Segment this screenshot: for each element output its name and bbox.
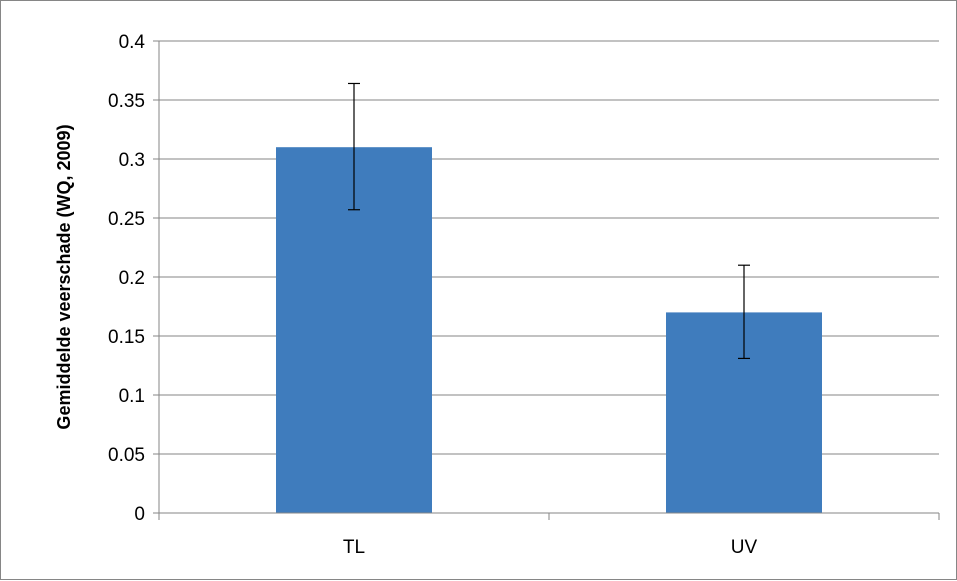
- y-tick-label: 0.05: [108, 445, 145, 466]
- y-tick-label: 0.2: [119, 268, 145, 289]
- y-axis-label: Gemiddelde veerschade (WQ, 2009): [54, 124, 74, 429]
- y-tick-label: 0.15: [108, 327, 145, 348]
- y-tick-label: 0.4: [119, 32, 146, 53]
- x-tick-label: UV: [731, 537, 758, 558]
- bars: [276, 147, 822, 513]
- y-tick-labels: 0 0.05 0.1 0.15 0.2 0.25 0.3 0.35 0.4: [108, 32, 145, 525]
- y-tick-label: 0.1: [119, 386, 145, 407]
- x-tick-label: TL: [343, 537, 365, 558]
- y-tick-label: 0.3: [119, 150, 145, 171]
- x-tick-labels: TL UV: [343, 537, 758, 558]
- y-tick-label: 0.35: [108, 91, 145, 112]
- axes: [153, 40, 940, 520]
- error-bars: [348, 82, 750, 360]
- y-tick-label: 0: [134, 504, 145, 525]
- y-tick-label: 0.25: [108, 209, 145, 230]
